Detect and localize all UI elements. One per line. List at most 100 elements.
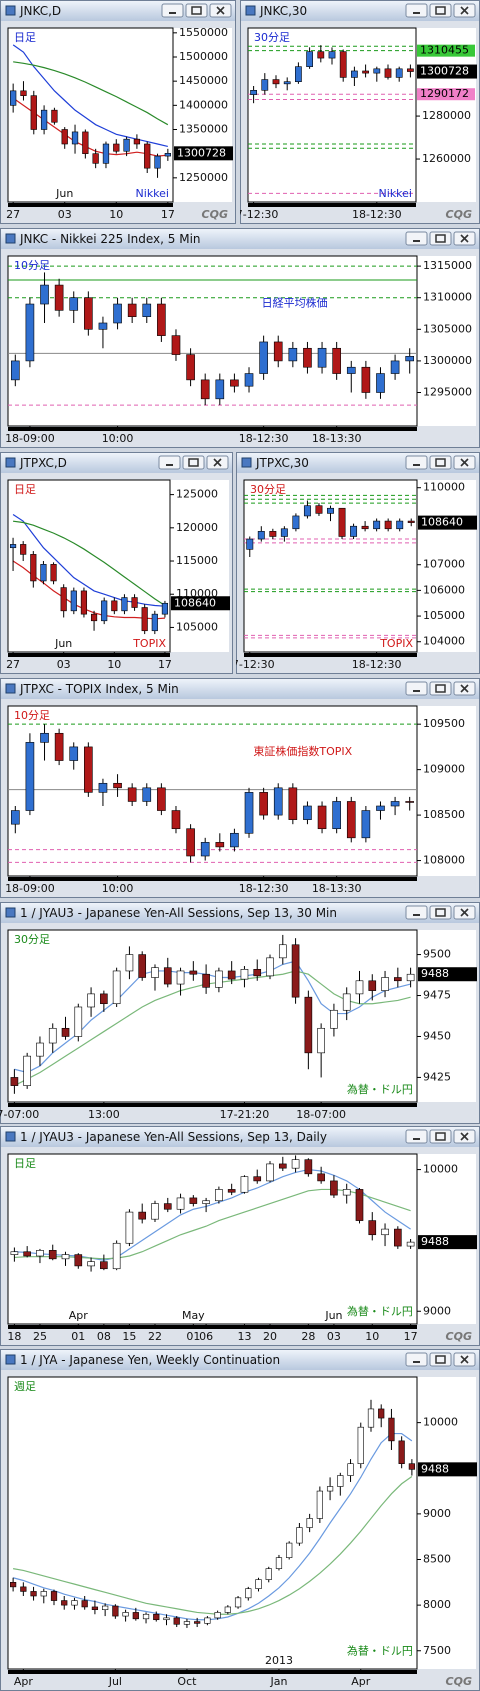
annotation: 為替・ドル円 [347, 1304, 413, 1318]
candle-body [127, 303, 137, 317]
candle-body [303, 805, 312, 820]
candle-body [234, 1597, 242, 1608]
candle-body [9, 544, 17, 549]
candle-body [395, 68, 403, 78]
candle-body [361, 525, 369, 530]
x-tick-label: 18 [7, 1330, 21, 1343]
button-glyph [435, 6, 446, 15]
restore-button[interactable] [182, 455, 205, 470]
restore-button[interactable] [429, 455, 452, 470]
window-icon [5, 1354, 16, 1365]
title-bar [1, 679, 479, 699]
candle-body [316, 1490, 323, 1519]
candle-body [214, 1612, 221, 1619]
moving-average [13, 61, 169, 126]
window-icon [5, 457, 16, 468]
title-bar [1, 1127, 479, 1147]
last-price-tag [174, 146, 233, 161]
x-tick-label: Apr [351, 1675, 371, 1688]
window-icon [5, 5, 16, 16]
minimize-button[interactable] [405, 1352, 428, 1367]
candle-body [215, 379, 225, 400]
x-tick-label: 10 [109, 208, 123, 221]
restore-button[interactable] [429, 231, 452, 246]
y-tick-label: 108500 [423, 808, 465, 821]
y-tick-label: 1300000 [423, 354, 472, 367]
moving-average [12, 560, 165, 620]
candle-body [244, 792, 254, 834]
chart-window: JTPXC,30 104000 105000 106000 107000 110000 17… [236, 452, 480, 674]
x-tick-label: 06 [199, 1330, 213, 1343]
candle-body [295, 66, 302, 83]
x-tick-label: 15 [122, 1330, 136, 1343]
period-label: 10分足 [14, 709, 50, 722]
candle-body [111, 600, 118, 612]
moving-average [12, 44, 168, 148]
x-tick-label: 18-09:00 [5, 432, 55, 445]
y-tick-label: 108000 [423, 854, 465, 867]
candle-body [384, 520, 392, 530]
title-bar [1, 1350, 479, 1370]
candle-body [376, 373, 385, 393]
restore-button[interactable] [429, 1129, 452, 1144]
button-glyph [435, 1355, 446, 1364]
candle-body [390, 360, 400, 374]
minimize-button[interactable] [405, 1129, 428, 1144]
restore-button[interactable] [429, 681, 452, 696]
minimize-button[interactable] [405, 231, 428, 246]
minimize-button[interactable] [405, 3, 428, 18]
candle-body [227, 970, 236, 980]
plot-area [7, 929, 418, 1103]
minimize-button[interactable] [161, 3, 184, 18]
restore-button[interactable] [429, 905, 452, 920]
candle-body [342, 993, 351, 1011]
candle-body [332, 347, 341, 374]
moving-average [13, 1475, 413, 1615]
candle-body [286, 1542, 293, 1558]
x-tick-label: 17-21:20 [220, 1108, 270, 1121]
period-label: 10分足 [14, 259, 50, 272]
candle-body [355, 1189, 364, 1221]
x-tick-label: Oct [177, 1675, 197, 1688]
candle-body [112, 1605, 119, 1617]
minimize-button[interactable] [405, 455, 428, 470]
axis-panel [170, 480, 229, 652]
x-tick-label: 03 [58, 208, 72, 221]
level-tag [417, 88, 475, 101]
candle-body [273, 341, 283, 362]
candle-body [142, 787, 152, 802]
candle-body [250, 89, 257, 95]
window-icon [5, 1131, 16, 1142]
annotation: 為替・ドル円 [347, 1082, 413, 1096]
candle-body [102, 1605, 109, 1610]
minimize-button[interactable] [405, 905, 428, 920]
button-glyph [435, 234, 446, 243]
restore-button[interactable] [429, 3, 452, 18]
x-tick-label: 13:00 [88, 1108, 120, 1121]
candle-body [406, 1241, 415, 1247]
candle-body [407, 68, 414, 72]
y-tick-label: 115000 [176, 554, 218, 567]
minimize-button[interactable] [158, 455, 181, 470]
candle-body [283, 81, 291, 85]
candle-body [215, 1189, 223, 1202]
x-tick-label: 20 [263, 1330, 277, 1343]
candle-body [161, 602, 169, 615]
x-axis-strip [8, 1103, 417, 1107]
button-glyph [191, 6, 202, 15]
restore-button[interactable] [429, 1352, 452, 1367]
candle-body [245, 1588, 252, 1599]
x-tick-label: 18-13:30 [312, 882, 362, 895]
minimize-button[interactable] [405, 681, 428, 696]
y-tick-label: 1500000 [179, 50, 228, 63]
candle-body [255, 1579, 262, 1589]
last-price-tag [418, 1235, 477, 1250]
chart-window: JNKC,30 1260000 1280000 17-12:30 18-12:30 30分… [240, 0, 480, 224]
candle-body [113, 143, 120, 152]
restore-button[interactable] [185, 3, 208, 18]
y-tick-label: 125000 [176, 488, 218, 501]
button-glyph [188, 458, 199, 467]
moving-average [12, 520, 166, 607]
chart-window: 1 / JYAU3 - Japanese Yen-All Sessions, S… [0, 902, 480, 1124]
window-title: JTPXC - TOPIX Index, 5 Min [19, 682, 179, 696]
